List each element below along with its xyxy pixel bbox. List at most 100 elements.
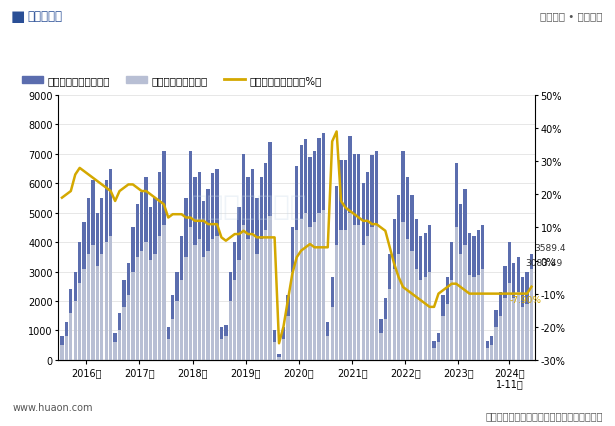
Bar [313,222,316,360]
Bar [450,242,453,360]
Bar [122,307,125,360]
Bar [197,240,201,360]
Bar [136,204,139,360]
Bar [251,234,254,360]
Bar [255,199,258,360]
Bar [180,237,183,360]
Bar [499,316,502,360]
Bar [273,331,276,360]
Bar [158,172,161,360]
Bar [499,293,502,360]
Bar [300,219,303,360]
Bar [437,334,440,360]
Bar [517,257,520,360]
Bar [419,237,423,360]
Bar [432,348,435,360]
Bar [162,152,165,360]
Bar [82,269,85,360]
Bar [313,152,316,360]
Text: 专业严谨 • 客观科学: 专业严谨 • 客观科学 [540,11,603,21]
Bar [375,225,378,360]
Text: 华经情报网: 华经情报网 [28,9,63,23]
Bar [145,242,148,360]
Bar [450,281,453,360]
Bar [74,301,77,360]
Bar [282,340,285,360]
Bar [330,307,334,360]
Bar [362,245,365,360]
Bar [503,298,507,360]
Bar [197,172,201,360]
Bar [322,134,325,360]
Bar [454,228,458,360]
Bar [441,295,445,360]
Bar [60,345,63,360]
Bar [388,290,391,360]
Bar [149,260,153,360]
Bar [295,231,298,360]
Bar [477,231,480,360]
Bar [269,143,272,360]
Bar [140,193,143,360]
Bar [415,269,418,360]
Bar [508,284,511,360]
Bar [237,207,241,360]
Bar [521,278,525,360]
Bar [109,237,113,360]
Bar [525,272,529,360]
Bar [459,254,462,360]
Bar [105,242,108,360]
Bar [91,181,95,360]
Bar [87,199,90,360]
Bar [397,254,400,360]
Legend: 房地产投资额（亿元）, 住宅投资额（亿元）, 房地产投资额增速（%）: 房地产投资额（亿元）, 住宅投资额（亿元）, 房地产投资额增速（%） [17,72,327,90]
Bar [494,310,498,360]
Bar [171,295,175,360]
Bar [481,269,485,360]
Bar [207,190,210,360]
Bar [348,137,352,360]
Bar [308,158,312,360]
Bar [379,334,383,360]
Bar [291,228,294,360]
Bar [100,254,103,360]
Bar [224,325,228,360]
Bar [437,343,440,360]
Bar [60,337,63,360]
Bar [162,225,165,360]
Bar [65,322,68,360]
Bar [277,354,280,360]
Bar [419,281,423,360]
Bar [127,263,130,360]
Bar [326,322,330,360]
Bar [432,341,435,360]
Bar [184,257,188,360]
Bar [406,240,409,360]
Bar [131,272,135,360]
Bar [384,298,387,360]
Bar [286,295,290,360]
Bar [428,272,431,360]
Bar [247,240,250,360]
Bar [317,138,320,360]
Bar [251,169,254,360]
Bar [357,225,360,360]
Text: www.huaon.com: www.huaon.com [12,402,93,412]
Bar [113,334,117,360]
Bar [180,281,183,360]
Bar [503,266,507,360]
Bar [113,343,117,360]
Bar [207,251,210,360]
Bar [224,337,228,360]
Bar [255,254,258,360]
Bar [406,178,409,360]
Bar [512,263,515,360]
Bar [282,328,285,360]
Bar [330,278,334,360]
Bar [220,328,223,360]
Bar [335,187,338,360]
Bar [229,272,232,360]
Bar [370,228,374,360]
Bar [242,155,245,360]
Bar [463,190,467,360]
